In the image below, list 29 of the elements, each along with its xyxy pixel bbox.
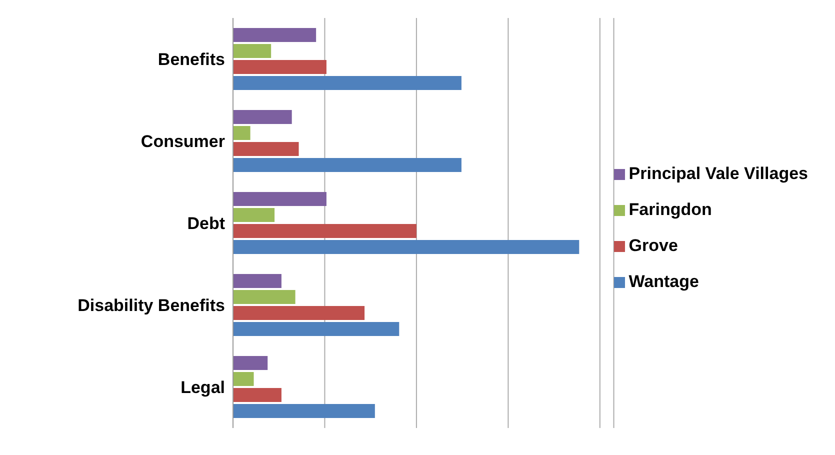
bar [233,208,275,222]
legend-label: Faringdon [628,200,712,219]
legend-label: Wantage [628,272,699,291]
bar [233,110,292,124]
bar [233,126,250,140]
bar [233,224,416,238]
bar [233,192,326,206]
legend-label: Grove [628,236,678,255]
y-tick-label: Disability Benefits [78,296,225,316]
bar [233,28,316,42]
bar [233,372,254,386]
y-tick-label: Debt [187,214,226,234]
y-tick-label: Legal [180,378,225,398]
bar [233,290,296,304]
bar [233,388,282,402]
bar [233,306,365,320]
y-tick-label: Benefits [158,50,225,70]
bar [233,60,326,74]
bar [233,142,299,156]
y-tick-label: Consumer [140,132,226,152]
bar [233,322,400,336]
bar [233,158,462,172]
bar [233,44,272,58]
bar [233,240,580,254]
bar [233,404,375,418]
bar [233,76,462,90]
bar [233,274,282,288]
bar [233,356,268,370]
legend-label: Principal Vale Villages [628,164,808,183]
